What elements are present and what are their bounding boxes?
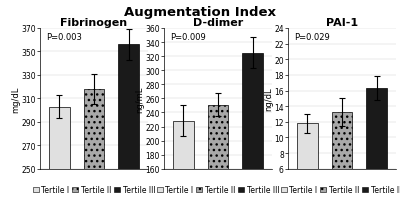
Y-axis label: ng/mL: ng/mL [135, 86, 144, 112]
Title: PAI-1: PAI-1 [326, 18, 358, 28]
Y-axis label: mg/dL: mg/dL [11, 86, 20, 112]
Bar [49, 107, 70, 206]
Text: P=0.003: P=0.003 [46, 33, 82, 42]
Bar [208, 105, 228, 206]
Bar [366, 89, 387, 206]
Title: D-dimer: D-dimer [193, 18, 243, 28]
Bar [297, 124, 318, 206]
Y-axis label: ng/dL: ng/dL [264, 87, 273, 111]
Text: Augmentation Index: Augmentation Index [124, 6, 276, 19]
Legend: Tertile I, Tertile II, Tertile III: Tertile I, Tertile II, Tertile III [279, 184, 400, 196]
Bar [118, 45, 139, 206]
Bar [173, 121, 194, 206]
Legend: Tertile I, Tertile II, Tertile III: Tertile I, Tertile II, Tertile III [155, 184, 281, 196]
Legend: Tertile I, Tertile II, Tertile III: Tertile I, Tertile II, Tertile III [31, 184, 157, 196]
Title: Fibrinogen: Fibrinogen [60, 18, 128, 28]
Bar [84, 90, 104, 206]
Bar [242, 53, 263, 206]
Bar [332, 112, 352, 206]
Text: P=0.009: P=0.009 [170, 33, 206, 42]
Text: P=0.029: P=0.029 [294, 33, 330, 42]
